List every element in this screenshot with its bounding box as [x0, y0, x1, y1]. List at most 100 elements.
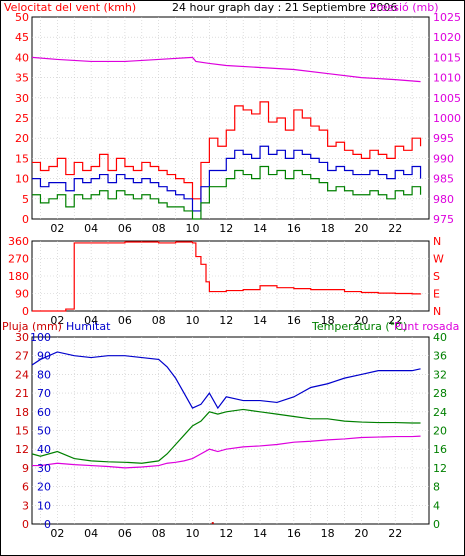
series-humidity-line [31, 351, 421, 410]
humidity-temp-ticks: 02 04 06 08 10 12 14 16 18 20 22036912151821242730… [15, 331, 447, 540]
wind-pressure-panel: 02 04 06 08 10 12 14 16 18 20 22051015202530354045… [4, 1, 461, 235]
y-tick-label: 1025 [433, 11, 461, 24]
y-tick-label: 100 [30, 331, 51, 344]
y-tick-label: 360 [8, 235, 29, 248]
series-direction-line [32, 241, 422, 312]
y-tick-label: N [433, 305, 441, 318]
y-tick-label: 4 [433, 499, 440, 512]
graph-title: 24 hour graph day : 21 Septiembre 2006 [172, 1, 397, 14]
x-tick-label: 10 [185, 527, 199, 540]
y-tick-label: 9 [22, 462, 29, 475]
temperature-axis-label: Temperatura (°C) [311, 320, 407, 333]
y-tick-label: 24 [15, 368, 29, 381]
x-tick-label: 04 [84, 222, 98, 235]
x-tick-label: 18 [321, 222, 335, 235]
x-tick-label: 14 [253, 222, 267, 235]
y-tick-label: 30 [37, 462, 51, 475]
wind-pressure-ticks: 02 04 06 08 10 12 14 16 18 20 22051015202530354045… [15, 11, 461, 235]
y-tick-label: 8 [433, 481, 440, 494]
x-tick-label: 04 [84, 527, 98, 540]
y-tick-label: 60 [37, 406, 51, 419]
y-tick-label: 16 [433, 443, 447, 456]
y-tick-label: 24 [433, 406, 447, 419]
series-gust-line [32, 101, 422, 200]
x-tick-label: 08 [152, 527, 166, 540]
y-tick-label: 90 [37, 350, 51, 363]
rain-axis-label: Pluja (mm) [2, 320, 62, 333]
x-tick-label: 18 [321, 527, 335, 540]
series-pressure-line [31, 56, 421, 83]
x-tick-label: 02 [50, 222, 64, 235]
y-tick-label: 15 [15, 152, 29, 165]
y-tick-label: 980 [433, 193, 454, 206]
y-tick-label: 1020 [433, 31, 461, 44]
y-tick-label: 975 [433, 213, 454, 226]
y-tick-label: 80 [37, 368, 51, 381]
y-tick-label: 40 [433, 331, 447, 344]
wind-direction-grid [32, 241, 429, 311]
series-temperature-line [31, 408, 421, 464]
y-tick-label: 270 [8, 253, 29, 266]
y-tick-label: 20 [433, 425, 447, 438]
x-tick-label: 20 [354, 222, 368, 235]
y-tick-label: 50 [37, 425, 51, 438]
y-tick-label: 1015 [433, 51, 461, 64]
y-tick-label: 25 [15, 112, 29, 125]
y-tick-label: 1000 [433, 112, 461, 125]
x-tick-label: 14 [253, 314, 267, 327]
y-tick-label: 90 [15, 288, 29, 301]
y-tick-label: 10 [15, 173, 29, 186]
x-tick-label: 06 [118, 314, 132, 327]
x-tick-label: 12 [219, 314, 233, 327]
x-tick-label: 14 [253, 527, 267, 540]
y-tick-label: 40 [15, 51, 29, 64]
y-tick-label: 0 [22, 213, 29, 226]
x-tick-label: 08 [152, 222, 166, 235]
humidity-axis-label: Humitat [66, 320, 111, 333]
y-tick-label: 35 [15, 72, 29, 85]
y-tick-label: 40 [37, 443, 51, 456]
y-tick-label: 28 [433, 387, 447, 400]
x-tick-label: 10 [185, 314, 199, 327]
y-tick-label: 20 [37, 481, 51, 494]
x-tick-label: 02 [50, 527, 64, 540]
y-tick-label: 12 [15, 443, 29, 456]
x-tick-label: 12 [219, 527, 233, 540]
y-tick-label: 0 [22, 305, 29, 318]
x-tick-label: 06 [118, 527, 132, 540]
wind-direction-series [32, 241, 422, 312]
y-tick-label: 5 [22, 193, 29, 206]
x-tick-label: 22 [388, 527, 402, 540]
series-avg-line [32, 145, 422, 212]
y-tick-label: 27 [15, 350, 29, 363]
x-tick-label: 22 [388, 314, 402, 327]
y-tick-label: 21 [15, 387, 29, 400]
y-tick-label: 985 [433, 173, 454, 186]
y-tick-label: 15 [15, 425, 29, 438]
wind-pressure-series [31, 56, 422, 220]
y-tick-label: 990 [433, 152, 454, 165]
y-tick-label: 30 [15, 331, 29, 344]
y-tick-label: 45 [15, 31, 29, 44]
series-dewpoint-line [32, 435, 421, 469]
pressure-axis-label: Pressió (mb) [370, 1, 439, 14]
y-tick-label: N [433, 235, 441, 248]
x-tick-label: 16 [287, 222, 301, 235]
dewpoint-axis-label: Punt rosada [394, 320, 459, 333]
y-tick-label: E [433, 288, 440, 301]
x-tick-label: 08 [152, 314, 166, 327]
x-tick-label: 20 [354, 314, 368, 327]
humidity-temp-panel: 02 04 06 08 10 12 14 16 18 20 22036912151821242730… [2, 320, 459, 540]
y-tick-label: 70 [37, 387, 51, 400]
y-tick-label: 12 [433, 462, 447, 475]
y-tick-label: 50 [15, 11, 29, 24]
y-tick-label: 36 [433, 350, 447, 363]
x-tick-label: 22 [388, 222, 402, 235]
x-tick-label: 12 [219, 222, 233, 235]
y-tick-label: 0 [22, 518, 29, 531]
y-tick-label: 1005 [433, 92, 461, 105]
y-tick-label: 6 [22, 481, 29, 494]
y-tick-label: 3 [22, 499, 29, 512]
